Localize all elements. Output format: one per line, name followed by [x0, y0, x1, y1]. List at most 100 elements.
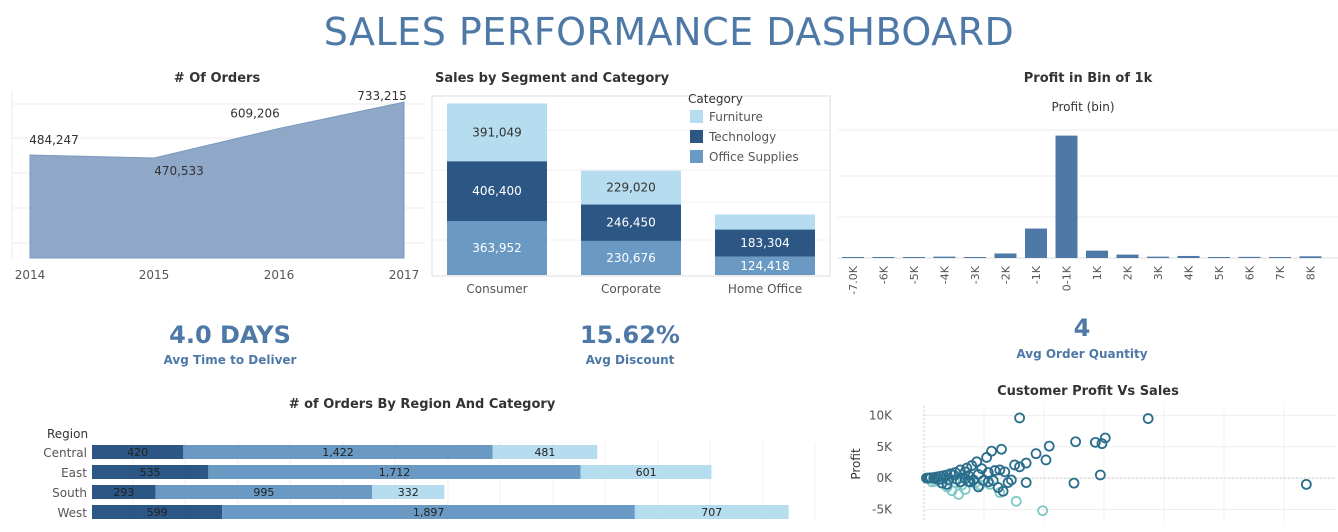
region-y-tick: East	[61, 466, 87, 480]
scatter-y-tick: 10K	[869, 408, 893, 422]
dashboard-title: SALES PERFORMANCE DASHBOARD	[323, 10, 1015, 54]
region-bar	[492, 445, 598, 459]
segment-bar	[447, 161, 547, 222]
orders-value-label: 733,215	[357, 90, 407, 103]
kpi-quantity-label: Avg Order Quantity	[1016, 347, 1148, 361]
kpi-discount-label: Avg Discount	[585, 353, 675, 367]
region-stacked-bar-chart: Region Central 420 1,422 481 East 535 1,712 601 S…	[43, 427, 816, 520]
region-value-label: 1,897	[413, 506, 445, 519]
region-value-label: 599	[147, 506, 168, 519]
region-value-label: 481	[534, 446, 555, 459]
scatter-point	[963, 475, 974, 487]
profitbin-axis-title: Profit (bin)	[1051, 100, 1114, 114]
profitbin-bar	[1055, 135, 1078, 258]
profitbin-bar	[1208, 257, 1230, 258]
scatter-point	[1037, 505, 1049, 517]
region-value-label: 707	[701, 506, 722, 519]
scatter-point	[997, 485, 1009, 497]
orders-area-chart: 484,247 2014 470,533 2015 609,206 2016 733,215…	[11, 90, 425, 282]
profitbin-x-tick: 7K	[1274, 265, 1287, 280]
orders-x-tick: 2017	[389, 268, 420, 282]
region-y-tick: West	[57, 506, 87, 520]
scatter-point	[986, 445, 997, 457]
profitbin-bar	[1025, 228, 1047, 258]
orders-x-tick: 2016	[264, 268, 295, 282]
scatter-point	[1300, 478, 1312, 490]
segment-x-tick: Home Office	[728, 282, 802, 296]
segment-value-label: 246,450	[606, 216, 656, 230]
profitbin-bar	[994, 253, 1017, 258]
profitbin-x-tick: 0-1K	[1061, 265, 1074, 291]
scatter-point	[1089, 436, 1101, 448]
region-value-label: 1,422	[322, 446, 354, 459]
scatter-point	[999, 466, 1011, 478]
segment-bar	[581, 204, 681, 241]
legend-swatch	[690, 150, 703, 163]
scatter-point	[930, 473, 941, 485]
profitbin-bar	[1299, 256, 1322, 258]
orders-x-tick: 2014	[15, 268, 46, 282]
legend-label: Furniture	[709, 110, 763, 124]
segment-x-tick: Corporate	[601, 282, 661, 296]
region-y-tick: Central	[43, 446, 87, 460]
profitbin-bar	[1086, 250, 1108, 258]
profitbin-x-tick: 2K	[1122, 265, 1135, 280]
segment-bar	[581, 240, 681, 275]
scatter-point	[959, 466, 971, 478]
profitbin-bar	[1177, 255, 1200, 258]
legend-label: Office Supplies	[709, 150, 799, 164]
region-bar	[92, 505, 223, 519]
scatter-point	[1094, 469, 1106, 481]
segment-value-label: 229,020	[606, 181, 656, 195]
scatter-point	[1005, 474, 1017, 486]
orders-value-label: 470,533	[154, 164, 204, 178]
scatter-point	[981, 452, 993, 463]
region-value-label: 420	[127, 446, 148, 459]
legend-title: Category	[688, 92, 743, 106]
region-bar	[580, 465, 712, 479]
segment-stacked-bar-chart: 363,952 406,400 391,049 Consumer 230,676 246,…	[431, 92, 831, 296]
kpi-delivery-value: 4.0 DAYS	[169, 321, 291, 349]
profit-bin-histogram: Profit (bin) -7.0K -6K -5K -4K -3K -2K -1K 0-1K 1…	[838, 100, 1338, 295]
orders-value-label: 484,247	[29, 133, 79, 147]
scatter-point	[1030, 448, 1042, 460]
scatter-point	[976, 463, 988, 475]
scatter-point	[1043, 440, 1055, 452]
segment-bar	[581, 170, 681, 205]
profitbin-x-tick: 1K	[1091, 265, 1104, 280]
segment-bar	[447, 221, 547, 275]
profitbin-x-tick: -2K	[1000, 265, 1013, 284]
segment-value-label: 391,049	[472, 125, 522, 139]
profitbin-x-tick: -7.0K	[847, 265, 860, 294]
region-bar	[222, 505, 635, 519]
scatter-chart-title: Customer Profit Vs Sales	[997, 384, 1179, 399]
scatter-y-tick: 5K	[876, 440, 893, 454]
profitbin-bar	[964, 257, 986, 258]
scatter-point	[1142, 413, 1154, 424]
segment-value-label: 183,304	[740, 236, 790, 250]
scatter-point	[1040, 454, 1052, 466]
scatter-point	[968, 474, 979, 486]
region-bar	[183, 445, 493, 459]
profitbin-x-tick: -3K	[969, 265, 982, 284]
kpi-delivery-label: Avg Time to Deliver	[163, 353, 297, 367]
profitbin-x-tick: 6K	[1244, 265, 1257, 280]
kpi-discount-value: 15.62%	[580, 321, 680, 349]
segment-bar	[447, 103, 547, 162]
region-value-label: 601	[636, 466, 657, 479]
segment-value-label: 230,676	[606, 251, 656, 265]
region-bar	[92, 485, 156, 499]
scatter-point	[1070, 436, 1082, 448]
profitbin-bar	[1238, 256, 1261, 258]
scatter-point	[1020, 477, 1032, 488]
profitbin-x-tick: -4K	[939, 265, 952, 284]
region-bar	[372, 485, 445, 499]
profitbin-bar	[903, 257, 925, 258]
profitbin-bar	[872, 257, 895, 258]
scatter-y-tick: -5K	[872, 502, 893, 516]
scatter-y-tick: 0K	[876, 471, 893, 485]
region-bar	[92, 445, 184, 459]
region-value-label: 995	[253, 486, 274, 499]
profitbin-chart-title: Profit in Bin of 1k	[1023, 71, 1153, 86]
scatter-point	[953, 489, 965, 500]
